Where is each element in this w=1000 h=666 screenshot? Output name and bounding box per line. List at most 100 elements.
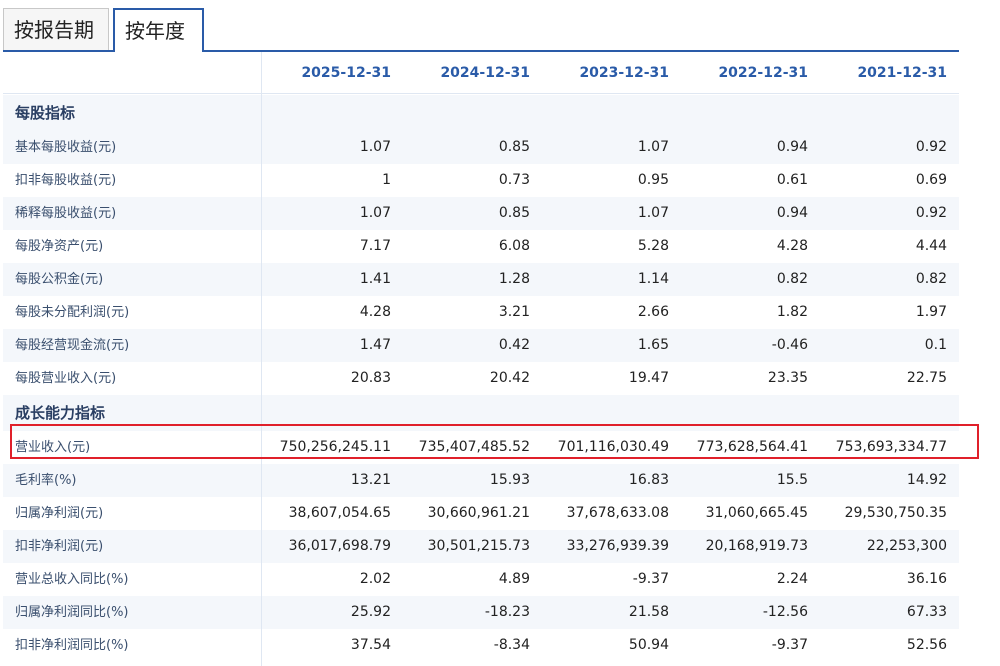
cell-value: 36,017,698.79 — [288, 538, 391, 554]
cell-value: 67.33 — [906, 604, 947, 620]
cell-value: 1.07 — [359, 205, 391, 221]
table-row: 营业总收入同比(%) 2.02 4.89 -9.37 2.24 36.16 — [3, 563, 959, 596]
cell-value: -0.46 — [771, 337, 808, 353]
cell-value: 5.28 — [637, 238, 669, 254]
cell-value: 30,501,215.73 — [427, 538, 530, 554]
cell-value: 4.28 — [359, 304, 391, 320]
table-row: 稀释每股收益(元) 1.07 0.85 1.07 0.94 0.92 — [3, 197, 959, 230]
cell-value: 22.75 — [906, 370, 947, 386]
column-header-date[interactable]: 2024-12-31 — [440, 65, 530, 81]
cell-value: 0.92 — [915, 139, 947, 155]
row-label: 每股经营现金流(元) — [15, 338, 130, 353]
table-row: 基本每股收益(元) 1.07 0.85 1.07 0.94 0.92 — [3, 131, 959, 164]
cell-value: 0.85 — [498, 139, 530, 155]
cell-value: 1.14 — [637, 271, 669, 287]
table-row: 每股公积金(元) 1.41 1.28 1.14 0.82 0.82 — [3, 263, 959, 296]
row-label: 每股净资产(元) — [15, 239, 104, 254]
cell-value: 52.56 — [906, 637, 947, 653]
cell-value: 50.94 — [628, 637, 669, 653]
column-header-date[interactable]: 2023-12-31 — [579, 65, 669, 81]
tab-by-year[interactable]: 按年度 — [113, 8, 204, 54]
cell-value: 7.17 — [359, 238, 391, 254]
row-label: 营业收入(元) — [15, 440, 91, 455]
cell-value: -12.56 — [762, 604, 808, 620]
row-label: 毛利率(%) — [15, 473, 77, 488]
table-row: 归属净利润同比(%) 25.92 -18.23 21.58 -12.56 67.… — [3, 596, 959, 629]
cell-value: 20,168,919.73 — [705, 538, 808, 554]
table-row: 每股净资产(元) 7.17 6.08 5.28 4.28 4.44 — [3, 230, 959, 263]
cell-value: 25.92 — [350, 604, 391, 620]
cell-value: 30,660,961.21 — [427, 505, 530, 521]
cell-value: 15.5 — [776, 472, 808, 488]
cell-value: 1.47 — [359, 337, 391, 353]
cell-value: 31,060,665.45 — [705, 505, 808, 521]
cell-value: 0.73 — [498, 172, 530, 188]
table-row: 每股经营现金流(元) 1.47 0.42 1.65 -0.46 0.1 — [3, 329, 959, 362]
cell-value: 22,253,300 — [866, 538, 947, 554]
table-row-highlighted: 营业收入(元) 750,256,245.11 735,407,485.52 70… — [3, 431, 959, 464]
cell-value: 6.08 — [498, 238, 530, 254]
cell-value: 15.93 — [489, 472, 530, 488]
cell-value: 14.92 — [906, 472, 947, 488]
table-row: 扣非每股收益(元) 1 0.73 0.95 0.61 0.69 — [3, 164, 959, 197]
cell-value: 4.44 — [915, 238, 947, 254]
row-label: 归属净利润同比(%) — [15, 605, 129, 620]
cell-value: 2.24 — [776, 571, 808, 587]
cell-value: 0.85 — [498, 205, 530, 221]
tab-by-report-period[interactable]: 按报告期 — [3, 8, 109, 52]
cell-value: 750,256,245.11 — [279, 439, 391, 455]
table-row: 毛利率(%) 13.21 15.93 16.83 15.5 14.92 — [3, 464, 959, 497]
cell-value: 0.1 — [924, 337, 947, 353]
cell-value: 2.02 — [359, 571, 391, 587]
cell-value: 0.61 — [776, 172, 808, 188]
cell-value: 701,116,030.49 — [557, 439, 669, 455]
column-header-date[interactable]: 2022-12-31 — [718, 65, 808, 81]
row-label: 营业总收入同比(%) — [15, 572, 129, 587]
row-label: 扣非净利润(元) — [15, 539, 104, 554]
cell-value: 0.82 — [915, 271, 947, 287]
cell-value: 735,407,485.52 — [418, 439, 530, 455]
cell-value: 20.42 — [489, 370, 530, 386]
cell-value: 21.58 — [628, 604, 669, 620]
cell-value: 0.69 — [915, 172, 947, 188]
cell-value: 4.89 — [498, 571, 530, 587]
cell-value: 0.92 — [915, 205, 947, 221]
column-header-date[interactable]: 2025-12-31 — [301, 65, 391, 81]
row-label: 归属净利润(元) — [15, 506, 104, 521]
cell-value: 4.28 — [776, 238, 808, 254]
cell-value: 0.95 — [637, 172, 669, 188]
row-label: 基本每股收益(元) — [15, 140, 117, 155]
table-row: 归属净利润(元) 38,607,054.65 30,660,961.21 37,… — [3, 497, 959, 530]
cell-value: 1.65 — [637, 337, 669, 353]
row-label: 扣非净利润同比(%) — [15, 638, 129, 653]
section-header-per-share: 每股指标 — [3, 95, 959, 131]
cell-value: 1.07 — [637, 205, 669, 221]
cell-value: 0.94 — [776, 205, 808, 221]
row-label: 扣非每股收益(元) — [15, 173, 117, 188]
section-title: 每股指标 — [15, 104, 76, 122]
cell-value: 36.16 — [906, 571, 947, 587]
cell-value: 23.35 — [767, 370, 808, 386]
cell-value: 13.21 — [350, 472, 391, 488]
cell-value: 753,693,334.77 — [835, 439, 947, 455]
cell-value: 38,607,054.65 — [288, 505, 391, 521]
cell-value: 1.07 — [637, 139, 669, 155]
table-row: 每股未分配利润(元) 4.28 3.21 2.66 1.82 1.97 — [3, 296, 959, 329]
tab-baseline — [3, 50, 959, 52]
table-row: 每股营业收入(元) 20.83 20.42 19.47 23.35 22.75 — [3, 362, 959, 395]
column-header-date[interactable]: 2021-12-31 — [857, 65, 947, 81]
cell-value: 19.47 — [628, 370, 669, 386]
section-title: 成长能力指标 — [15, 404, 106, 422]
cell-value: 33,276,939.39 — [566, 538, 669, 554]
row-label: 每股未分配利润(元) — [15, 305, 130, 320]
period-tabs: 按报告期 按年度 — [3, 8, 959, 54]
row-label: 每股公积金(元) — [15, 272, 104, 287]
cell-value: 3.21 — [498, 304, 530, 320]
table-row: 扣非净利润同比(%) 37.54 -8.34 50.94 -9.37 52.56 — [3, 629, 959, 662]
cell-value: -9.37 — [771, 637, 808, 653]
row-label: 稀释每股收益(元) — [15, 206, 117, 221]
cell-value: 37.54 — [350, 637, 391, 653]
cell-value: 37,678,633.08 — [566, 505, 669, 521]
cell-value: 2.66 — [637, 304, 669, 320]
cell-value: 1.28 — [498, 271, 530, 287]
